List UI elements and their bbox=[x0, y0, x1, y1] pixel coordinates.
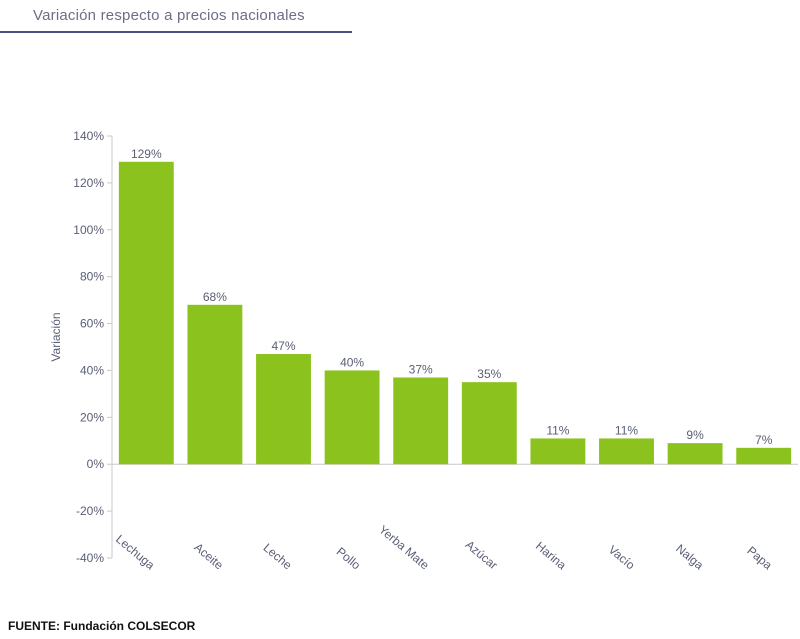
data-label: 35% bbox=[477, 367, 501, 381]
data-label: 40% bbox=[340, 355, 364, 369]
x-tick-label: Aceite bbox=[191, 540, 226, 572]
data-label: 37% bbox=[409, 362, 433, 376]
y-tick-label: 120% bbox=[73, 176, 104, 190]
data-label: 129% bbox=[131, 147, 162, 161]
bar bbox=[461, 382, 517, 465]
y-tick-label: 0% bbox=[87, 457, 105, 471]
bar bbox=[530, 438, 586, 465]
y-tick-label: 40% bbox=[80, 363, 104, 377]
bar bbox=[118, 161, 174, 465]
data-label: 7% bbox=[755, 433, 773, 447]
bar bbox=[256, 354, 311, 465]
y-tick-label: -40% bbox=[76, 551, 104, 565]
y-tick-label: 80% bbox=[80, 270, 104, 284]
x-tick-label: Lechuga bbox=[113, 532, 158, 573]
x-tick-label: Nalga bbox=[673, 541, 706, 572]
data-label: 11% bbox=[546, 423, 569, 437]
y-tick-label: 60% bbox=[80, 317, 104, 331]
bar bbox=[393, 377, 449, 465]
chart-header: Variación respecto a precios nacionales bbox=[0, 0, 352, 34]
data-label: 47% bbox=[271, 339, 295, 353]
x-tick-label: Vacío bbox=[606, 542, 638, 572]
y-axis-title: Variación bbox=[49, 312, 63, 361]
y-tick-label: 140% bbox=[73, 129, 104, 143]
bar bbox=[324, 370, 380, 465]
data-label: 11% bbox=[615, 423, 638, 437]
source-note: FUENTE: Fundación COLSECOR bbox=[8, 619, 196, 633]
y-tick-label: 20% bbox=[80, 410, 104, 424]
x-tick-label: Pollo bbox=[334, 544, 364, 572]
x-tick-label: Harina bbox=[533, 539, 569, 573]
bar bbox=[736, 447, 792, 465]
data-label: 9% bbox=[686, 428, 704, 442]
y-tick-label: 100% bbox=[73, 223, 104, 237]
y-tick-label: -20% bbox=[76, 504, 104, 518]
chart-title: Variación respecto a precios nacionales bbox=[33, 7, 305, 24]
x-tick-label: Azúcar bbox=[463, 538, 501, 573]
x-tick-label: Yerba Mate bbox=[376, 522, 432, 572]
bar bbox=[187, 304, 243, 465]
data-label: 68% bbox=[203, 290, 227, 304]
bar bbox=[599, 438, 654, 465]
x-tick-label: Papa bbox=[744, 544, 775, 573]
bar bbox=[667, 443, 723, 465]
title-underline bbox=[0, 31, 352, 33]
x-tick-label: Leche bbox=[261, 541, 295, 573]
